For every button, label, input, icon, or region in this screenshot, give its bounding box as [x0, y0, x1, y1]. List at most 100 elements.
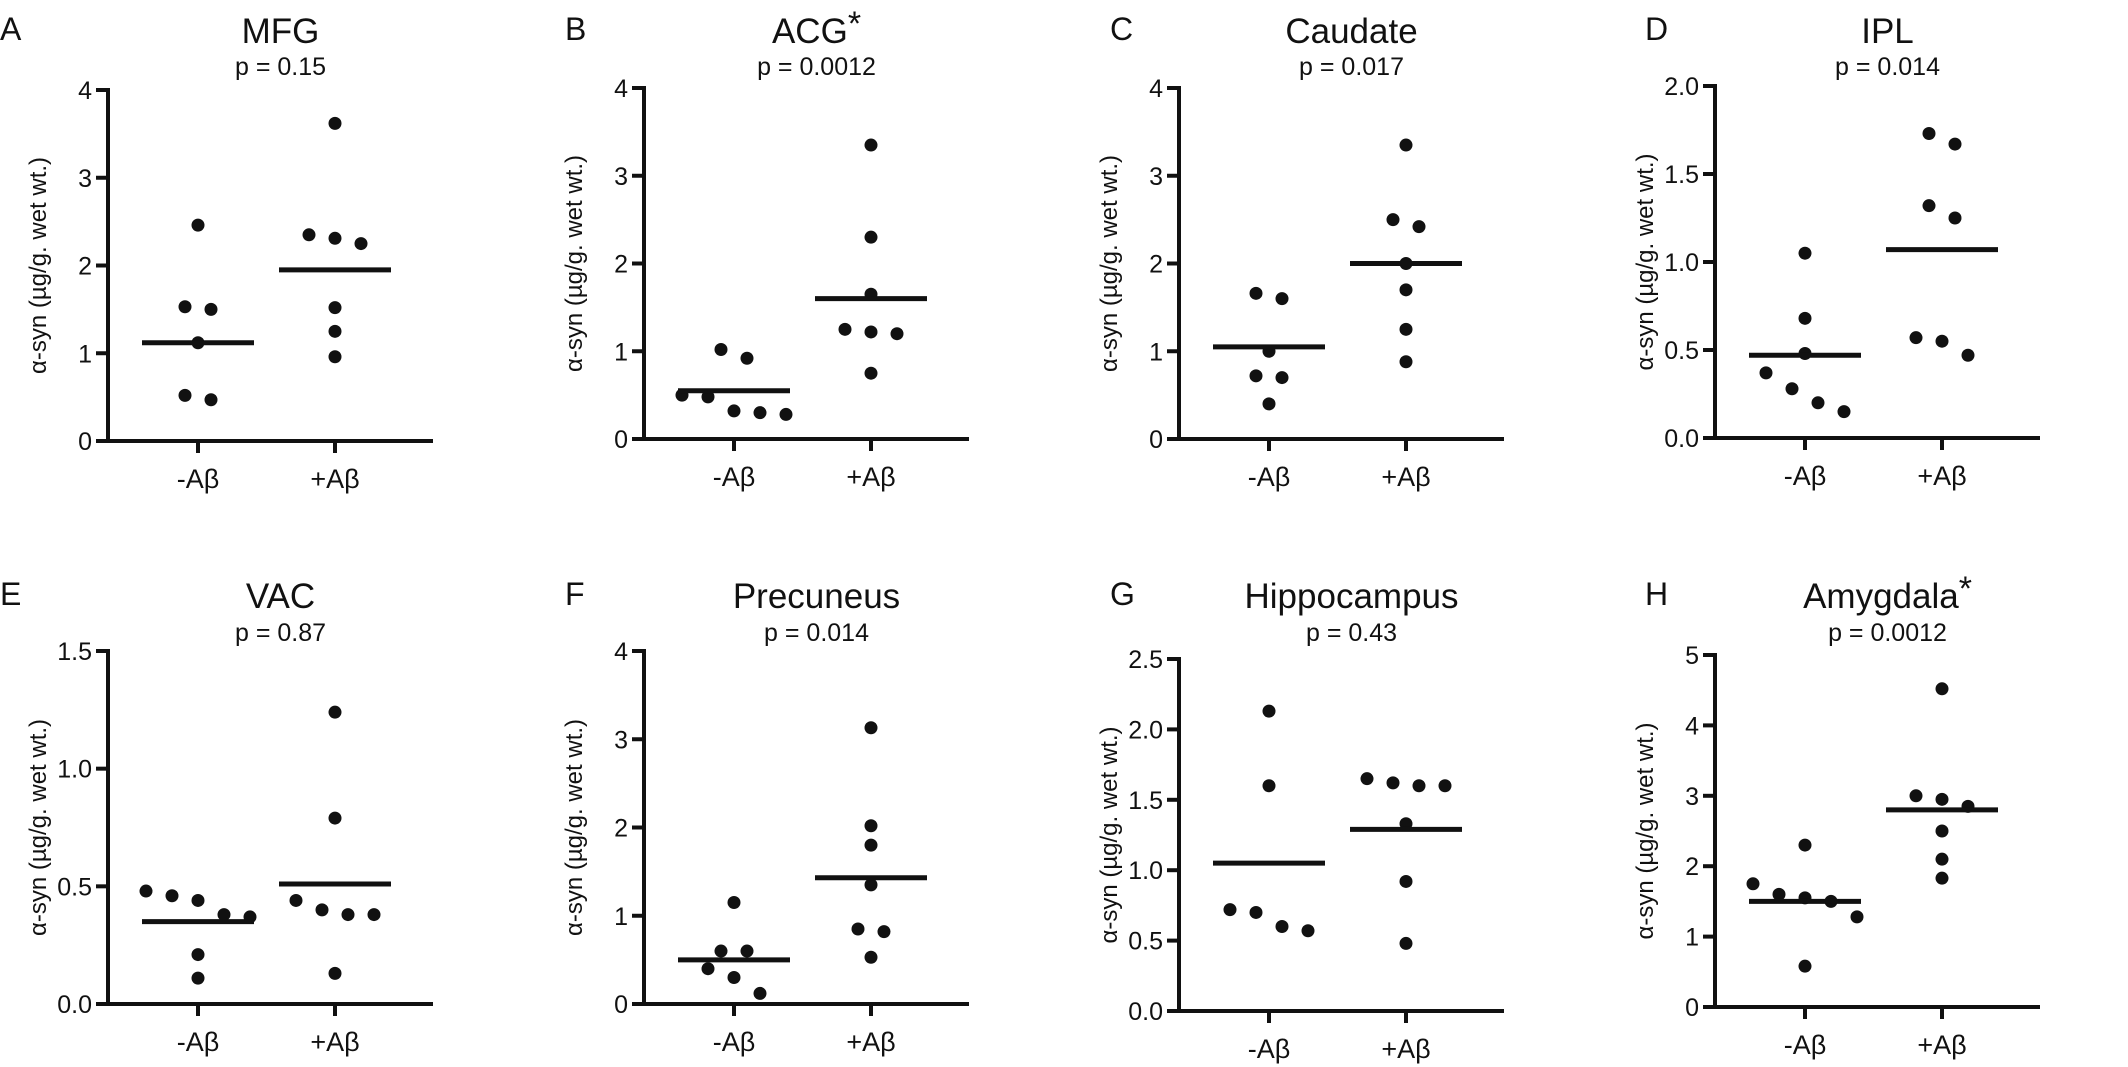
panel-title: IPL — [1861, 12, 1914, 51]
panel-letter: F — [565, 576, 585, 612]
data-point — [865, 367, 878, 380]
y-tick-label: 3 — [614, 163, 628, 191]
y-tick-label: 1 — [1685, 924, 1699, 952]
data-point — [329, 812, 342, 825]
data-point — [1786, 382, 1799, 395]
y-tick-label: 4 — [78, 77, 92, 105]
data-point — [1910, 331, 1923, 344]
y-tick-label: 1.5 — [1128, 787, 1163, 815]
data-point — [192, 219, 205, 232]
y-tick-label: 0.5 — [1664, 337, 1699, 365]
data-point — [878, 925, 891, 938]
data-point — [865, 878, 878, 891]
data-point — [741, 945, 754, 958]
y-tick-label: 0.0 — [1664, 425, 1699, 453]
data-point — [1799, 839, 1812, 852]
data-point — [865, 819, 878, 832]
data-point — [140, 885, 153, 898]
y-tick-label: 3 — [1149, 163, 1163, 191]
panel-g: G Hippocampus p = 0.43 0.0 0.5 1.0 1.5 2.0 2.5 α-… — [1096, 576, 1504, 1064]
data-point — [728, 896, 741, 909]
data-point — [166, 889, 179, 902]
data-point — [1400, 139, 1413, 152]
data-point — [192, 894, 205, 907]
x-tick-label: +Aβ — [846, 1027, 895, 1057]
x-tick-label: -Aβ — [1248, 1034, 1291, 1064]
data-point — [1747, 877, 1760, 890]
data-point — [1760, 366, 1773, 379]
y-tick-label: 2.0 — [1128, 716, 1163, 744]
panel-letter: A — [0, 11, 22, 47]
y-tick-label: 1.5 — [57, 638, 92, 666]
y-tick-label: 1.0 — [57, 756, 92, 784]
figure: A MFGp = 0.1501234α-syn (µg/g. wet wt.)-A… — [0, 0, 2128, 1067]
data-point — [329, 301, 342, 314]
data-point — [1224, 903, 1237, 916]
data-point — [355, 237, 368, 250]
data-point — [1400, 875, 1413, 888]
p-value-label: p = 0.43 — [1306, 619, 1397, 647]
y-tick-label: 4 — [614, 638, 628, 666]
data-point — [1250, 287, 1263, 300]
y-tick-label: 1 — [614, 338, 628, 366]
data-point — [865, 951, 878, 964]
y-tick-label: 5 — [1685, 642, 1699, 670]
y-tick-label: 2 — [1685, 853, 1699, 881]
data-point — [1910, 789, 1923, 802]
y-tick-label: 0 — [1149, 426, 1163, 454]
panel-letter: E — [0, 576, 21, 612]
data-point — [1936, 335, 1949, 348]
y-tick-label: 4 — [1149, 75, 1163, 103]
y-tick-label: 0.5 — [1128, 928, 1163, 956]
data-point — [1949, 138, 1962, 151]
y-tick-label: 0.0 — [1128, 998, 1163, 1026]
x-tick-label: -Aβ — [713, 462, 756, 492]
data-point — [1923, 199, 1936, 212]
panel-letter: B — [565, 11, 586, 47]
data-point — [192, 948, 205, 961]
panel-title: MFG — [242, 12, 320, 51]
panel-c: C Caudatep = 0.01701234α-syn (µg/g. wet w… — [1096, 11, 1504, 492]
data-point — [290, 894, 303, 907]
data-point — [329, 232, 342, 245]
y-tick-label: 1 — [1149, 338, 1163, 366]
data-point — [1812, 396, 1825, 409]
data-point — [1263, 779, 1276, 792]
p-value-label: p = 0.87 — [235, 619, 326, 647]
x-tick-label: +Aβ — [846, 462, 895, 492]
data-point — [179, 300, 192, 313]
y-tick-label: 3 — [1685, 783, 1699, 811]
x-tick-label: +Aβ — [310, 1027, 359, 1057]
y-tick-label: 2 — [78, 253, 92, 281]
y-tick-label: 0 — [614, 426, 628, 454]
data-point — [728, 404, 741, 417]
data-point — [303, 228, 316, 241]
p-value-label: p = 0.014 — [1835, 53, 1940, 81]
data-point — [865, 839, 878, 852]
y-tick-label: 0.5 — [57, 873, 92, 901]
x-tick-label: -Aβ — [1784, 1030, 1827, 1060]
data-point — [702, 962, 715, 975]
data-point — [865, 139, 878, 152]
panel-letter: D — [1645, 11, 1668, 47]
y-axis-title: α-syn (µg/g. wet wt.) — [25, 719, 52, 936]
data-point — [1400, 355, 1413, 368]
asterisk-mark: * — [848, 5, 861, 43]
panel-e: E VAC p = 0.87 0.0 0.5 1.0 1.5 α-syn (µg/g. wet… — [0, 576, 433, 1057]
data-point — [1263, 397, 1276, 410]
data-point — [852, 922, 865, 935]
data-point — [1936, 853, 1949, 866]
data-point — [1387, 776, 1400, 789]
y-axis-title: α-syn (µg/g. wet wt.) — [1096, 155, 1123, 372]
panel-title: Caudate — [1285, 12, 1417, 51]
data-point — [1851, 910, 1864, 923]
panel-title: VAC — [246, 577, 315, 616]
y-tick-label: 2.0 — [1664, 73, 1699, 101]
data-point — [1439, 779, 1452, 792]
panel-letter: G — [1110, 576, 1135, 612]
data-point — [1250, 369, 1263, 382]
data-point — [1949, 212, 1962, 225]
data-point — [741, 352, 754, 365]
data-point — [1799, 960, 1812, 973]
data-point — [1276, 292, 1289, 305]
